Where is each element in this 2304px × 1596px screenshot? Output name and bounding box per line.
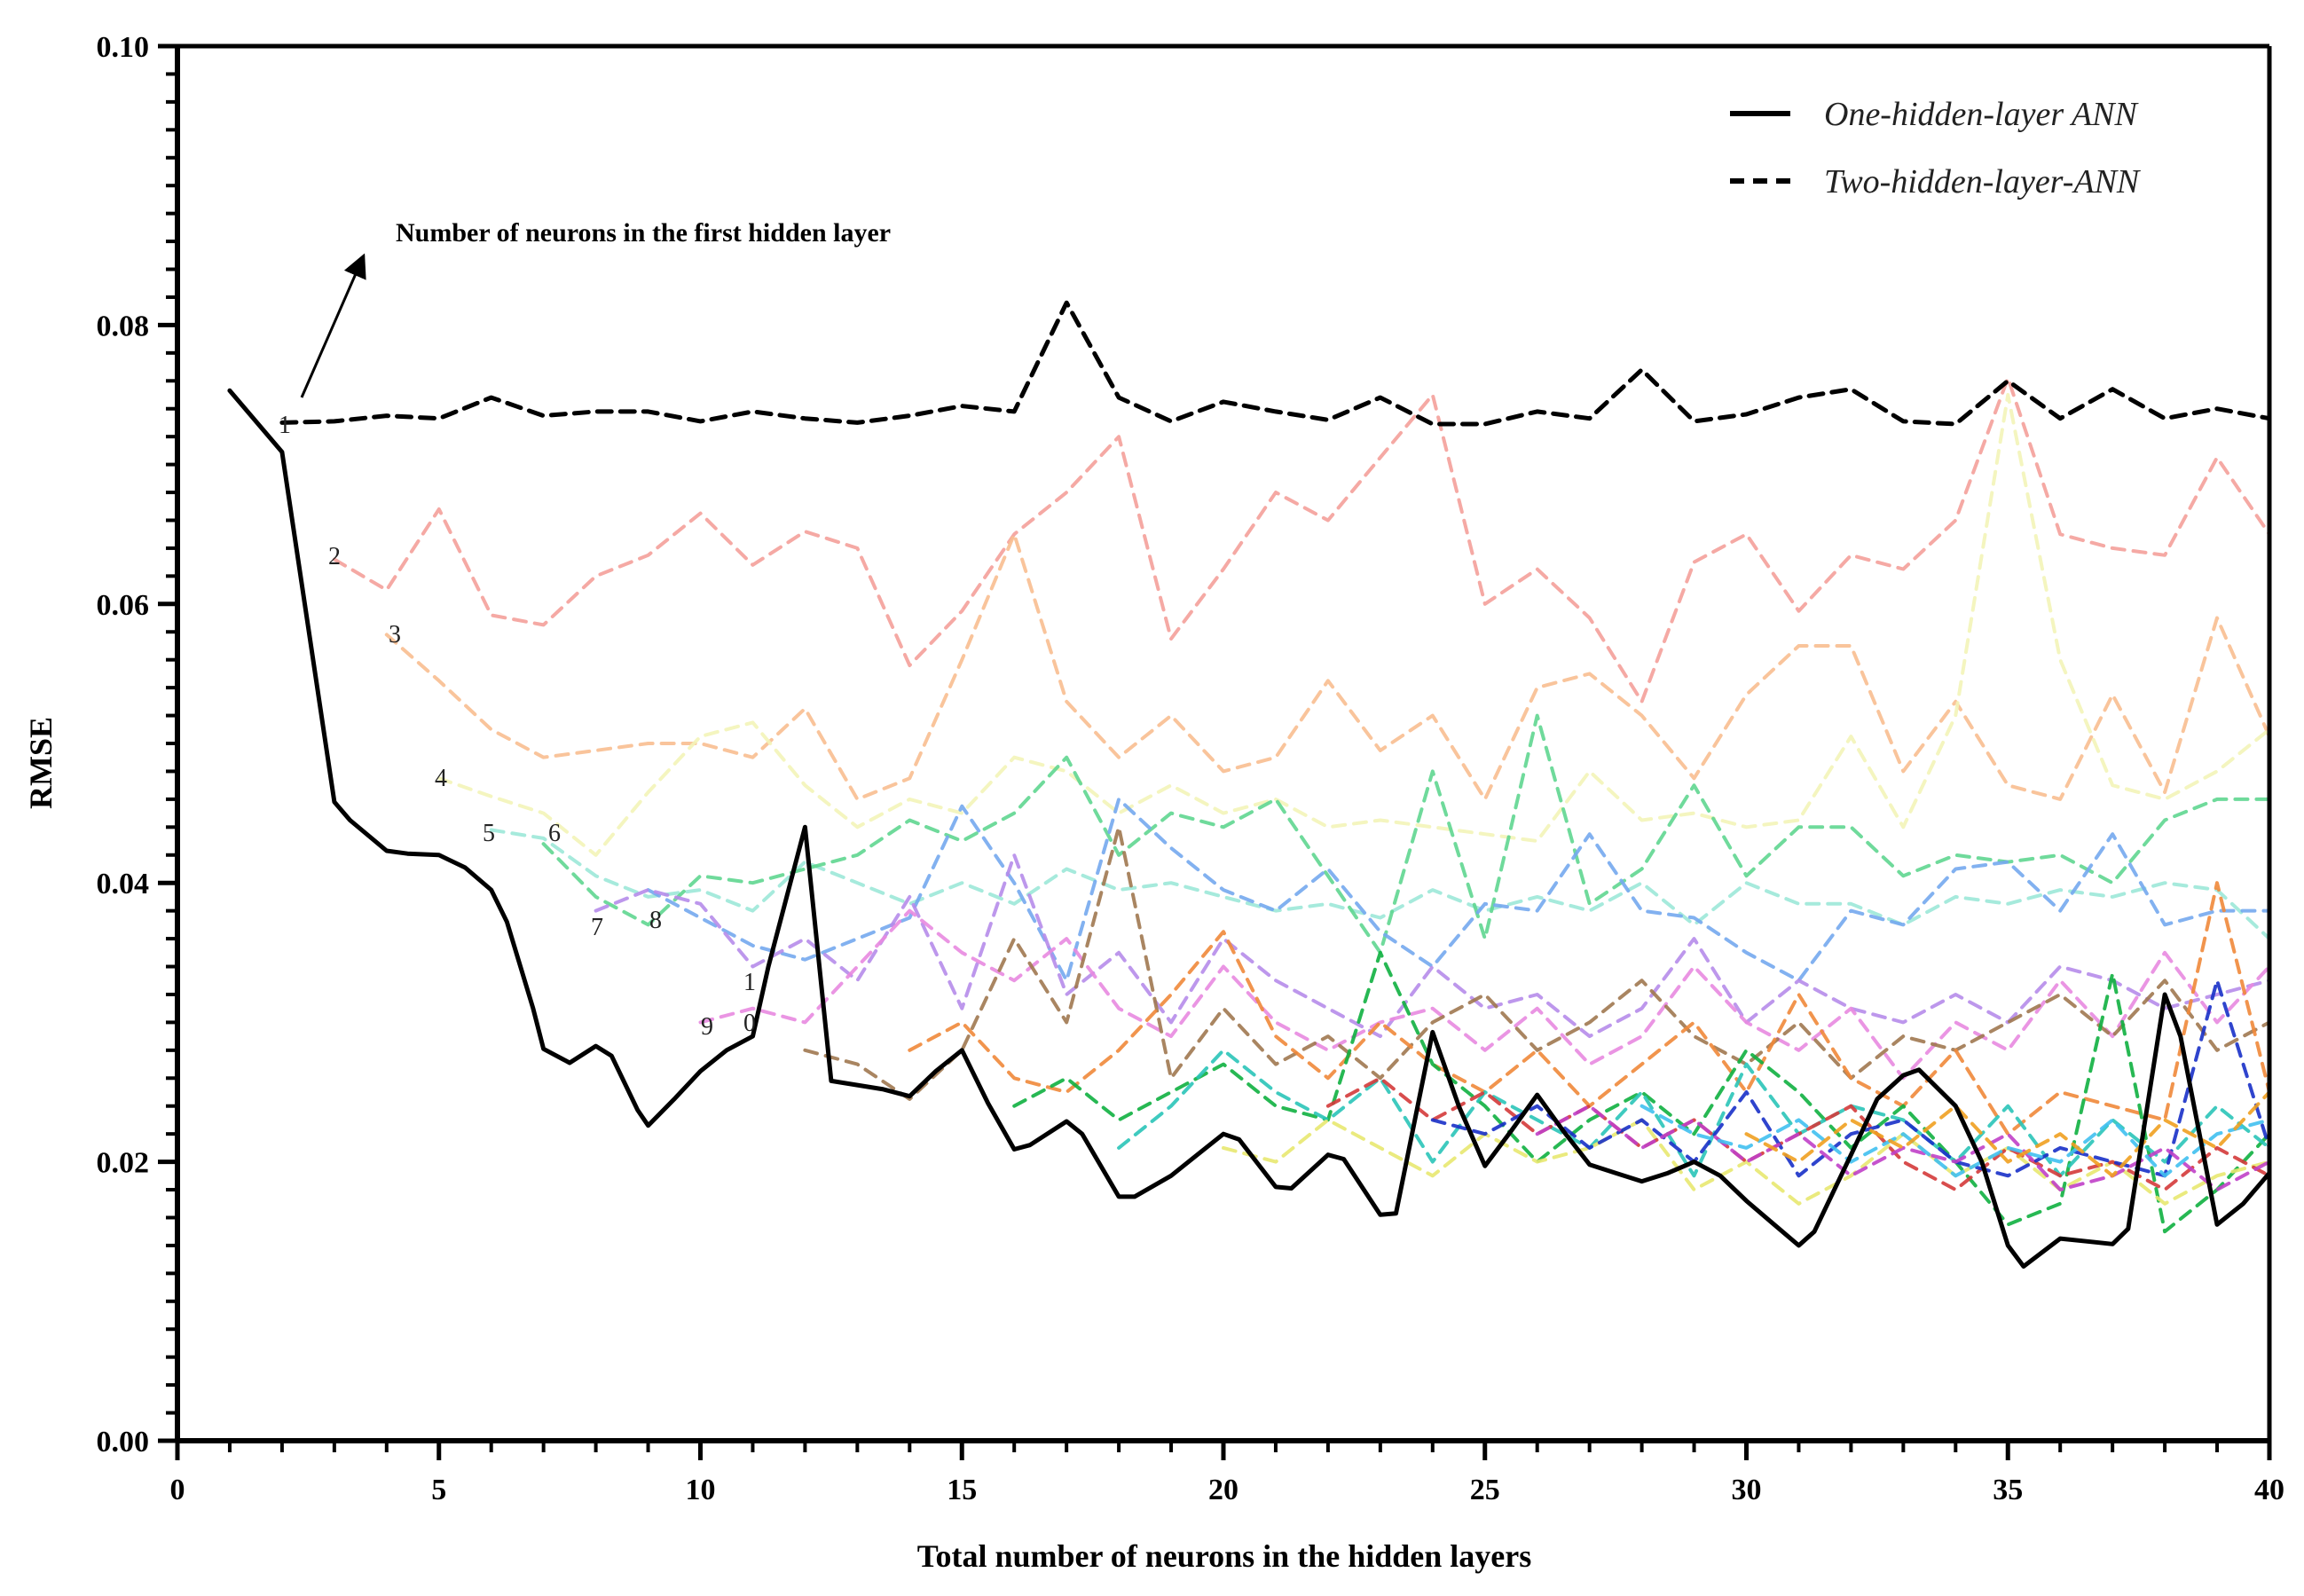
series-first-layer-5 — [541, 713, 2271, 955]
series-first-layer-17 — [1535, 1104, 2271, 1191]
series-first-layer-4 — [436, 393, 2271, 857]
series-first-layer-16 — [1430, 979, 2271, 1178]
legend: One-hidden-layer ANN Two-hidden-layer-AN… — [1730, 96, 2142, 200]
tick-labels: 0.000.020.040.060.080.100 5 10 15 20 25 30 35 40 — [97, 31, 2285, 1506]
annotation-text: Number of neurons in the first hidden la… — [396, 218, 891, 248]
x-axis-title: Total number of neurons in the hidden la… — [917, 1538, 1531, 1574]
series-first-layer-2 — [332, 376, 2271, 704]
x-tick-label: 10 — [686, 1474, 716, 1506]
series-label-5: 5 — [483, 820, 495, 847]
series-first-layer-6 — [489, 828, 2271, 941]
series-label-9: 9 — [701, 1013, 713, 1041]
y-tick-label: 0.00 — [97, 1426, 150, 1458]
series-first-layer-8 — [646, 797, 2271, 983]
x-tick-label: 40 — [2254, 1474, 2284, 1506]
series-label-7: 7 — [591, 914, 603, 941]
axes — [175, 43, 2272, 1443]
y-tick-label: 0.04 — [97, 868, 150, 900]
series-first-layer-13 — [1117, 1048, 2271, 1178]
series-one-hidden-layer-ann — [227, 388, 2272, 1269]
x-tick-label: 15 — [947, 1474, 977, 1506]
x-tick-label: 5 — [431, 1474, 446, 1506]
tick-marks — [158, 43, 2272, 1460]
series-first-layer-3 — [384, 532, 2271, 801]
y-tick-label: 0.08 — [97, 310, 150, 342]
series-first-layer-7 — [594, 853, 2271, 1039]
series-number-labels: 1 2 3 4 5 6 7 8 9 1 0 — [279, 412, 756, 1041]
x-tick-label: 0 — [170, 1474, 185, 1506]
y-tick-label: 0.06 — [97, 589, 150, 622]
series-label-10a: 1 — [743, 969, 756, 996]
series-label-10b: 0 — [743, 1010, 756, 1037]
x-tick-label: 20 — [1208, 1474, 1238, 1506]
series-label-1: 1 — [279, 412, 291, 439]
series-first-layer-14 — [1222, 1118, 2271, 1206]
plot-area — [227, 300, 2272, 1269]
legend-label-one-hidden: One-hidden-layer ANN — [1824, 96, 2139, 133]
first-layer-annotation: Number of neurons in the first hidden la… — [300, 218, 891, 398]
series-label-2: 2 — [328, 543, 341, 570]
series-label-4: 4 — [435, 765, 447, 792]
series-first-layer-18 — [1640, 1104, 2271, 1178]
series-first-layer-12 — [1012, 950, 2271, 1234]
x-tick-label: 35 — [1993, 1474, 2023, 1506]
series-first-layer-19 — [1744, 1090, 2271, 1178]
x-tick-label: 30 — [1732, 1474, 1762, 1506]
series-first-layer-9 — [698, 908, 2271, 1081]
series-label-8: 8 — [649, 907, 662, 934]
x-tick-label: 25 — [1470, 1474, 1500, 1506]
series-label-3: 3 — [389, 621, 401, 649]
legend-label-two-hidden: Two-hidden-layer-ANN — [1824, 163, 2142, 200]
y-tick-label: 0.02 — [97, 1147, 150, 1180]
series-label-6: 6 — [548, 820, 561, 847]
series-first-layer-11 — [908, 881, 2271, 1136]
series-two-hidden-layer-ann — [279, 300, 2272, 427]
y-axis-title: RMSE — [23, 717, 59, 809]
annotation-arrow — [300, 253, 366, 398]
series-first-layer-10 — [803, 825, 2271, 1101]
y-tick-label: 0.10 — [97, 31, 150, 64]
